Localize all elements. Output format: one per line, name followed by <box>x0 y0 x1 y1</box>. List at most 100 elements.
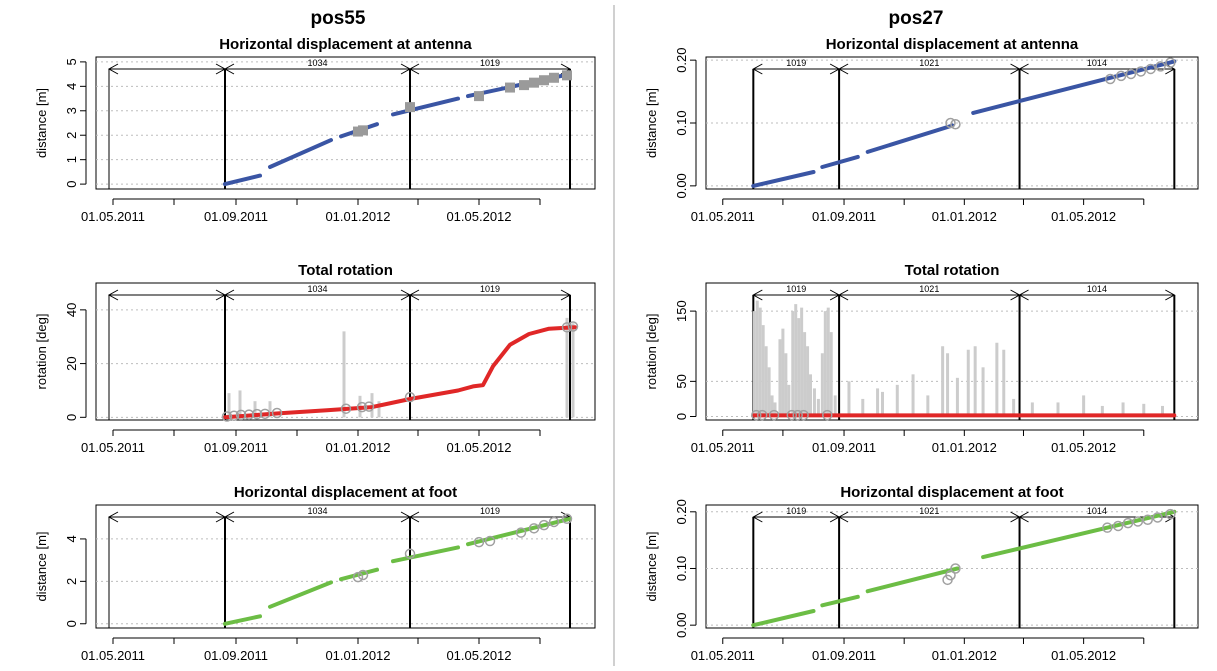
marker-circle <box>1122 517 1134 529</box>
plot-frame <box>95 504 596 629</box>
marker-circle <box>950 119 961 130</box>
marker-circle <box>798 409 809 421</box>
x-tick-label: 01.09.2011 <box>204 440 268 455</box>
marker-circle <box>221 411 233 422</box>
column-title-pos55: pos55 <box>311 8 366 29</box>
marker-circle <box>235 409 247 421</box>
x-tick-label: 01.09.2011 <box>812 440 876 455</box>
y-axis-label: distance [m] <box>34 88 49 158</box>
x-tick-label: 01.09.2011 <box>812 648 876 663</box>
marker-circle <box>1125 68 1137 80</box>
y-tick-label: 0.10 <box>674 556 689 581</box>
series-line <box>391 545 460 564</box>
marker-circle <box>1102 522 1113 533</box>
series-line <box>865 123 955 154</box>
chart-panel: Total rotation 1019 1021 1014 0 50 150 rotation… <box>644 262 1199 455</box>
marker-circle <box>251 408 263 420</box>
marker-square <box>358 125 368 136</box>
marker-square <box>529 77 539 88</box>
marker-circle <box>822 409 833 421</box>
x-tick-label: 01.05.2011 <box>691 648 755 663</box>
marker-circle <box>1155 61 1166 72</box>
plot-frame <box>705 504 1199 629</box>
chart-panel: Horizontal displacement at foot 1034 1019 0… <box>34 484 596 663</box>
marker-circle <box>1104 73 1116 85</box>
y-axis-label: rotation [deg] <box>644 314 659 390</box>
marker-square <box>505 82 515 93</box>
y-tick-label: 0 <box>64 180 79 187</box>
marker-circle <box>945 117 956 129</box>
marker-circle <box>228 410 240 421</box>
plot-frame <box>95 282 596 421</box>
y-tick-label: 0 <box>64 620 79 627</box>
x-tick-label: 01.01.2012 <box>325 209 390 224</box>
y-tick-label: 40 <box>64 303 79 317</box>
marker-circle <box>515 527 527 538</box>
marker-circle <box>1135 66 1147 77</box>
y-tick-label: 1 <box>64 156 79 163</box>
x-tick-label: 01.05.2011 <box>691 440 755 455</box>
x-tick-label: 01.05.2011 <box>691 209 755 224</box>
x-tick-label: 01.01.2012 <box>932 209 997 224</box>
chart-panel: Horizontal displacement at foot 1019 1021 1… <box>644 484 1199 663</box>
interval-label: 1021 <box>919 284 939 294</box>
marker-circle <box>243 409 255 420</box>
interval-label: 1014 <box>1087 506 1107 516</box>
y-axis-label: distance [m] <box>34 531 49 601</box>
interval-label: 1034 <box>307 58 327 68</box>
interval-label: 1019 <box>786 58 806 68</box>
marker-circle <box>404 391 416 403</box>
panel-title: Total rotation <box>905 262 1000 279</box>
series-line <box>391 96 460 117</box>
marker-circle <box>528 523 540 534</box>
x-tick-label: 01.09.2011 <box>204 648 268 663</box>
series-line <box>981 509 1177 560</box>
series-line <box>223 173 262 187</box>
x-tick-label: 01.05.2012 <box>446 440 511 455</box>
series-line <box>268 580 333 609</box>
marker-circle <box>340 403 352 414</box>
marker-circle <box>1112 520 1124 532</box>
interval-label: 1019 <box>786 284 806 294</box>
series-line <box>268 138 333 169</box>
marker-circle <box>950 563 961 574</box>
panel-title: Horizontal displacement at antenna <box>826 36 1079 53</box>
y-tick-label: 0 <box>64 414 79 421</box>
marker-circle <box>538 519 550 531</box>
marker-circle <box>404 548 416 560</box>
panel-title: Horizontal displacement at foot <box>840 484 1063 501</box>
marker-circle <box>357 569 369 581</box>
y-axis-label: rotation [deg] <box>34 314 49 390</box>
interval-label: 1019 <box>480 58 500 68</box>
interval-label: 1019 <box>480 506 500 516</box>
marker-circle <box>363 401 375 412</box>
x-tick-label: 01.05.2012 <box>1051 209 1116 224</box>
panel-title: Horizontal displacement at antenna <box>219 36 472 53</box>
marker-circle <box>484 535 496 547</box>
marker-circle <box>561 322 573 333</box>
x-tick-label: 01.05.2011 <box>81 440 145 455</box>
interval-label: 1034 <box>307 506 327 516</box>
column-title-pos27: pos27 <box>889 8 944 29</box>
y-tick-label: 0.20 <box>674 499 689 524</box>
marker-circle <box>473 536 485 548</box>
marker-square <box>519 80 529 91</box>
panel-title: Horizontal displacement at foot <box>234 484 457 501</box>
interval-label: 1021 <box>919 58 939 68</box>
marker-circle <box>1132 516 1144 527</box>
x-tick-label: 01.09.2011 <box>204 209 268 224</box>
interval-label: 1019 <box>786 506 806 516</box>
interval-label: 1019 <box>480 284 500 294</box>
marker-square <box>474 91 484 102</box>
marker-circle <box>352 571 364 583</box>
y-axis-label: distance [m] <box>644 531 659 601</box>
x-tick-label: 01.05.2011 <box>81 209 145 224</box>
marker-circle <box>1145 63 1156 75</box>
plot-frame <box>95 56 596 190</box>
series-line <box>971 59 1177 115</box>
series-line <box>751 170 816 188</box>
x-tick-label: 01.01.2012 <box>325 440 390 455</box>
y-axis-label: distance [m] <box>644 88 659 158</box>
marker-square <box>562 70 572 81</box>
